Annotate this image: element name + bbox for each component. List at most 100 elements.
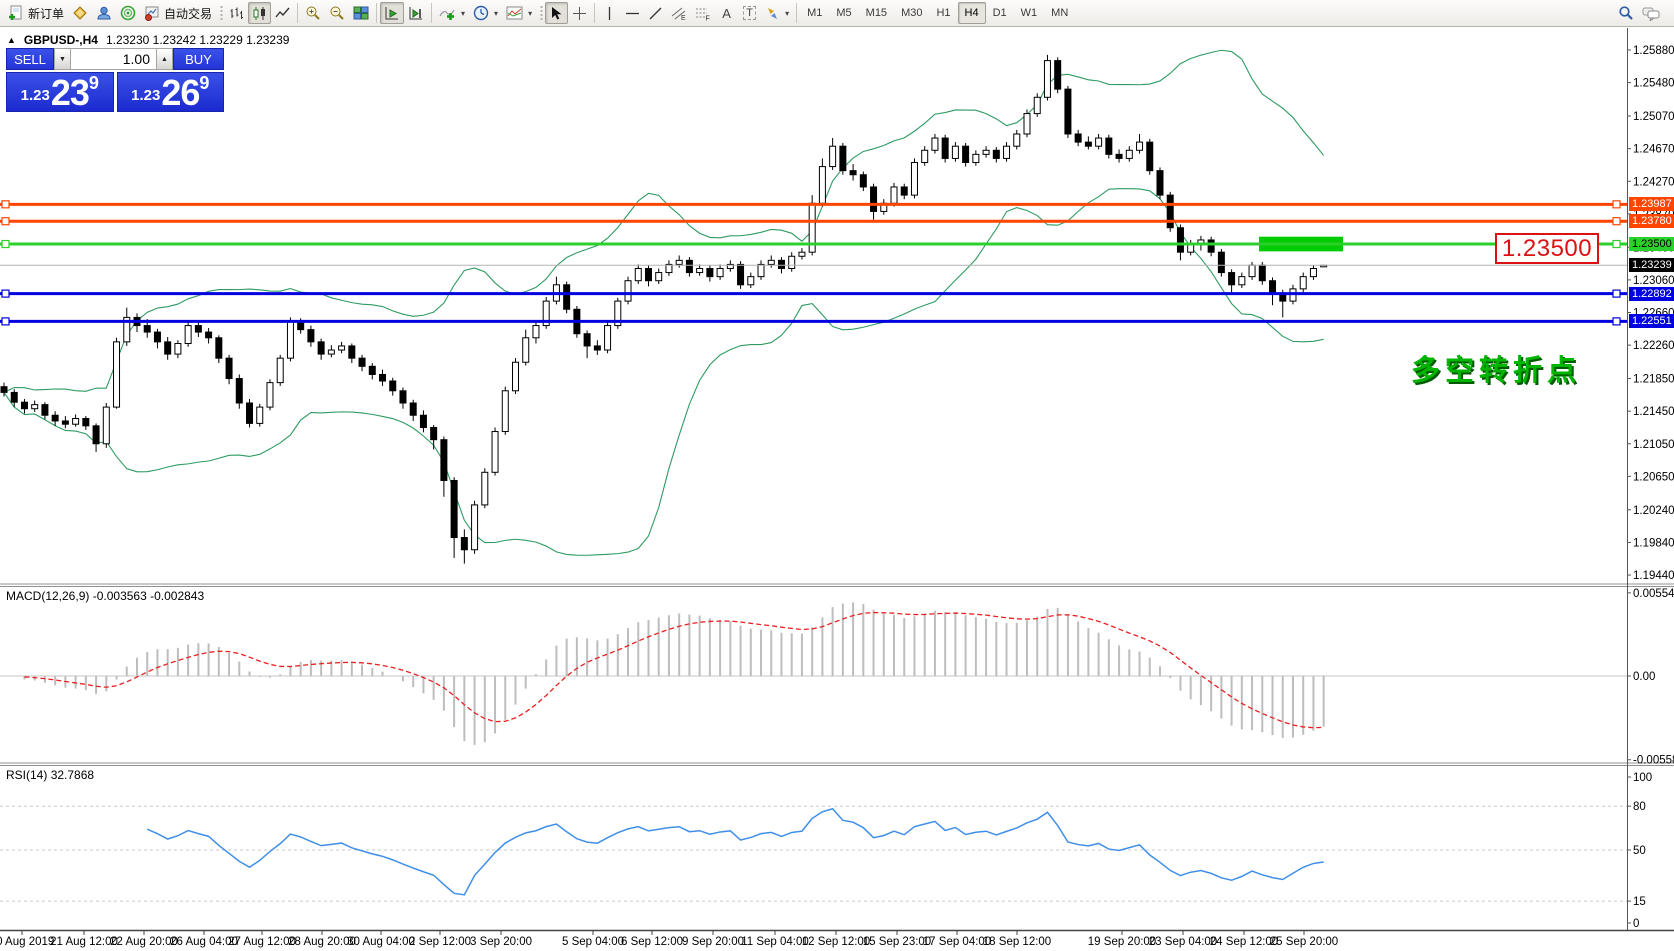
vertical-line-button[interactable]	[598, 2, 621, 24]
hline-handle[interactable]	[1612, 317, 1621, 326]
indicators-dropdown-arrow[interactable]: ▾	[461, 8, 466, 18]
horizontal-line-button[interactable]	[621, 2, 644, 24]
toolbar-grip-2[interactable]	[538, 4, 544, 22]
sell-button[interactable]: SELL	[6, 48, 54, 70]
time-axis-label: 2 Sep 12:00	[409, 936, 471, 948]
community-button[interactable]	[92, 2, 116, 24]
cursor-button[interactable]	[545, 2, 569, 24]
candle-chart-button[interactable]	[248, 2, 272, 24]
channel-icon: E	[671, 7, 686, 21]
market-watch-button[interactable]	[68, 2, 92, 24]
time-axis-label: 12 Sep 12:00	[802, 936, 870, 948]
buy-button[interactable]: BUY	[173, 48, 224, 70]
hline-handle[interactable]	[1, 200, 10, 209]
level-price-tag: 1.22551	[1629, 314, 1674, 329]
tf-m5-button[interactable]: M5	[836, 7, 852, 19]
arrows-button[interactable]: ▾	[761, 2, 793, 24]
hline-handle[interactable]	[1, 289, 10, 298]
ask-pipette: 9	[199, 73, 210, 93]
bar-chart-icon	[230, 7, 244, 19]
price-axis-tick: 1.24670	[1633, 144, 1674, 156]
candlestick-chart-icon	[253, 6, 266, 20]
templates-button[interactable]: ▾	[502, 2, 536, 24]
line-chart-button[interactable]	[271, 2, 294, 24]
hline-handle[interactable]	[1612, 200, 1621, 209]
level-price-tag: 1.23500	[1629, 237, 1674, 252]
hline-handle[interactable]	[1, 217, 10, 226]
signals-button[interactable]	[116, 2, 140, 24]
zoom-out-button[interactable]	[325, 2, 349, 24]
trendline-icon	[649, 7, 662, 19]
ask-price-panel[interactable]: 1.23 26 9	[116, 72, 224, 113]
ask-main: 26	[161, 72, 200, 113]
hline-handle[interactable]	[1, 317, 10, 326]
search-button[interactable]	[1614, 2, 1638, 24]
periods-button[interactable]: ▾	[469, 2, 502, 24]
clock-icon	[473, 5, 489, 21]
text-label-button[interactable]: T	[738, 2, 761, 24]
new-order-icon	[9, 5, 22, 20]
chart-title-bar: ▲ GBPUSD-,H4 1.23230 1.23242 1.23229 1.2…	[7, 33, 289, 47]
time-axis-label: 30 Aug 04:00	[347, 936, 415, 948]
price-axis-tick: 1.22260	[1633, 340, 1674, 352]
ask-prefix: 1.23	[131, 87, 161, 104]
volume-up-button[interactable]: ▲	[156, 48, 173, 70]
tile-windows-icon	[353, 6, 369, 20]
autotrading-button[interactable]: 自动交易	[140, 2, 216, 24]
macd-label: MACD(12,26,9) -0.003563 -0.002843	[6, 589, 205, 603]
tf-mn-button[interactable]: MN	[1051, 7, 1069, 19]
tf-w1-button[interactable]: W1	[1020, 7, 1038, 19]
hline-handle[interactable]	[1612, 239, 1621, 249]
time-axis-label: 5 Sep 04:00	[562, 936, 624, 948]
bid-prefix: 1.23	[20, 87, 50, 104]
tile-windows-button[interactable]	[349, 2, 373, 24]
macd-axis-tick: 0.005543	[1633, 588, 1674, 600]
text-tool-button[interactable]: A	[722, 5, 731, 21]
new-order-button[interactable]: 新订单	[4, 2, 68, 24]
line-chart-icon	[275, 7, 290, 17]
templates-dropdown-arrow[interactable]: ▾	[528, 8, 533, 18]
periods-dropdown-arrow[interactable]: ▾	[494, 8, 499, 18]
crosshair-button[interactable]	[568, 2, 591, 24]
time-axis-label: 6 Sep 12:00	[621, 936, 683, 948]
svg-text:E: E	[681, 15, 686, 21]
price-axis-tick: 1.24270	[1633, 176, 1674, 188]
autotrading-icon	[145, 6, 159, 21]
chart-shift-button[interactable]	[404, 2, 428, 24]
collapse-icon[interactable]: ▲	[7, 35, 16, 45]
tf-m30-button[interactable]: M30	[901, 7, 923, 19]
bid-price-panel[interactable]: 1.23 23 9	[6, 72, 114, 112]
auto-scroll-button[interactable]	[380, 2, 405, 24]
tf-h1-button[interactable]: H1	[936, 7, 951, 19]
fibonacci-button[interactable]: F	[691, 2, 715, 24]
tf-d1-button[interactable]: D1	[992, 7, 1007, 19]
volume-down-button[interactable]: ▼	[54, 48, 71, 70]
macd-layer	[0, 602, 1627, 745]
equidistant-channel-button[interactable]: E	[667, 2, 691, 24]
rsi-axis-tick: 100	[1633, 772, 1652, 784]
volume-input[interactable]	[71, 48, 156, 70]
arrows-dropdown-arrow[interactable]: ▾	[785, 8, 790, 18]
rsi-layer	[0, 805, 1627, 902]
price-level-callout[interactable]: 1.23500	[1495, 233, 1599, 264]
trendline-button[interactable]	[644, 2, 667, 24]
zoom-in-button[interactable]	[301, 2, 325, 24]
tf-m15-button[interactable]: M15	[865, 7, 888, 19]
bid-main: 23	[50, 72, 90, 113]
bar-chart-button[interactable]	[225, 2, 248, 24]
hline-handle[interactable]	[1612, 217, 1621, 226]
time-axis-label: 21 Aug 12:00	[50, 936, 118, 948]
hline-handle[interactable]	[1612, 289, 1621, 298]
bollinger-upper-band	[3, 49, 1325, 393]
chat-button[interactable]	[1638, 2, 1664, 24]
tf-m1-button[interactable]: M1	[807, 7, 823, 19]
hline-handle[interactable]	[1, 239, 10, 249]
tf-h4-button[interactable]: H4	[957, 2, 986, 24]
toolbar-grip[interactable]	[218, 4, 224, 22]
rsi-axis-tick: 15	[1633, 896, 1646, 908]
macd-signal-line	[24, 611, 1324, 729]
main-toolbar: 新订单 自动交易	[0, 0, 1674, 27]
indicators-button[interactable]: ▾	[435, 2, 469, 24]
rsi-axis-tick: 80	[1633, 801, 1646, 813]
